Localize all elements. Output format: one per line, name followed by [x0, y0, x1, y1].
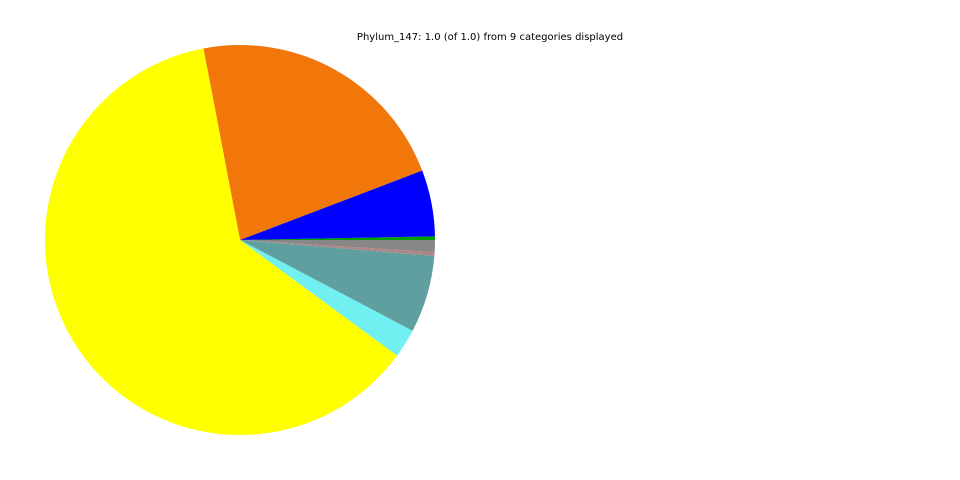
pie-slice-orange: [203, 44, 423, 240]
chart-title: Phylum_147: 1.0 (of 1.0) from 9 categori…: [356, 32, 624, 43]
pie-slice-light-cyan: [240, 240, 413, 356]
pie-slice-gray: [240, 240, 435, 253]
pie-slice-rosybrown-sliver: [240, 240, 435, 256]
pie-slice-blue: [240, 170, 435, 240]
pie-slice-teal: [240, 240, 435, 331]
pie-slice-green-sliver: [240, 236, 436, 240]
pie-slice-yellow: [45, 48, 398, 435]
